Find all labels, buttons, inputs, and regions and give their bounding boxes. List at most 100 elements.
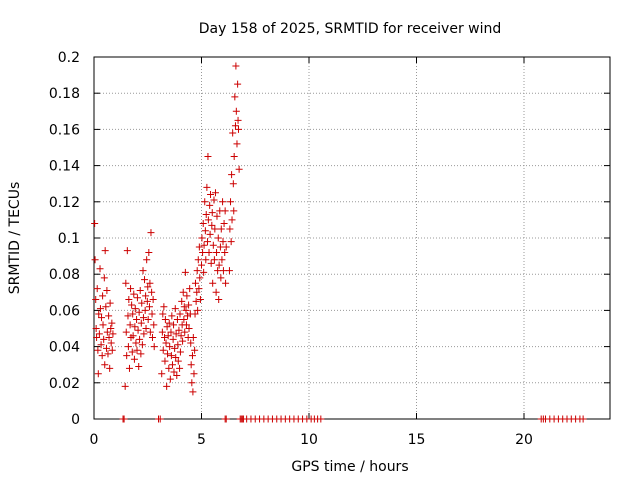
data-point xyxy=(141,306,149,314)
data-point xyxy=(213,248,221,256)
data-point xyxy=(218,256,226,264)
data-point xyxy=(196,296,204,304)
data-point xyxy=(228,216,236,224)
data-point xyxy=(101,361,109,369)
data-point xyxy=(165,319,173,327)
data-point xyxy=(200,268,208,276)
data-point xyxy=(178,297,186,305)
data-point xyxy=(219,198,227,206)
data-point xyxy=(163,323,171,331)
data-point xyxy=(146,328,154,336)
data-point xyxy=(174,357,182,365)
data-point xyxy=(107,325,115,332)
data-point xyxy=(203,183,211,191)
data-point xyxy=(161,334,169,342)
data-point xyxy=(159,310,167,318)
data-point xyxy=(191,279,199,287)
data-point xyxy=(161,357,169,365)
data-point xyxy=(140,330,148,338)
data-point xyxy=(234,116,242,124)
y-tick-label: 0.02 xyxy=(49,376,80,392)
data-point xyxy=(187,339,195,347)
y-axis-label: SRMTID / TECUs xyxy=(7,182,23,295)
data-point xyxy=(142,325,150,332)
data-point xyxy=(226,225,234,233)
data-point xyxy=(102,344,110,352)
data-point xyxy=(138,341,146,349)
data-point xyxy=(105,312,113,320)
x-axis-label: GPS time / hours xyxy=(291,459,408,475)
data-point xyxy=(205,248,213,256)
data-point xyxy=(194,306,202,314)
data-point xyxy=(180,315,188,323)
data-point xyxy=(230,207,238,215)
data-point xyxy=(202,210,210,218)
data-point xyxy=(183,292,191,300)
data-point xyxy=(179,288,187,296)
y-tick-label: 0.12 xyxy=(49,195,80,211)
data-point xyxy=(164,350,172,358)
data-point xyxy=(99,292,107,300)
y-tick-label: 0.2 xyxy=(58,50,80,66)
data-point xyxy=(125,364,133,372)
data-point xyxy=(165,364,173,372)
data-point xyxy=(217,274,225,282)
data-point xyxy=(170,321,178,329)
data-point xyxy=(108,319,116,327)
data-point xyxy=(160,303,168,311)
data-point xyxy=(199,220,207,228)
data-point xyxy=(206,201,214,209)
data-point xyxy=(181,268,189,276)
x-tick-label: 20 xyxy=(515,432,533,448)
data-point xyxy=(145,303,153,311)
data-point xyxy=(139,267,147,275)
data-point xyxy=(214,234,222,242)
data-point xyxy=(135,308,143,316)
x-axis-ticks: 0 5 10 15 20 xyxy=(90,57,533,448)
data-point xyxy=(94,346,102,354)
data-point xyxy=(204,153,212,161)
data-point xyxy=(202,256,210,264)
data-point xyxy=(127,285,135,293)
data-point xyxy=(103,328,111,336)
data-point xyxy=(174,341,182,349)
data-point xyxy=(231,93,239,101)
y-tick-label: 0.04 xyxy=(49,340,80,356)
data-point xyxy=(123,352,131,360)
data-point xyxy=(132,339,140,347)
data-point xyxy=(171,305,179,313)
data-point xyxy=(104,350,112,358)
data-point xyxy=(121,382,129,390)
data-points xyxy=(91,62,587,423)
data-point xyxy=(133,294,141,302)
data-point xyxy=(148,310,156,318)
data-point xyxy=(150,343,158,351)
data-point xyxy=(173,372,181,380)
data-point xyxy=(96,305,104,313)
data-point xyxy=(185,301,193,309)
data-point xyxy=(180,303,188,311)
data-point xyxy=(148,334,156,342)
data-point xyxy=(172,353,180,361)
data-point xyxy=(166,343,174,351)
data-point xyxy=(232,62,240,70)
data-point xyxy=(191,310,199,318)
data-point xyxy=(198,261,205,269)
data-point xyxy=(144,283,152,291)
data-point xyxy=(123,247,131,255)
data-point xyxy=(163,382,171,390)
data-point xyxy=(182,306,190,314)
data-point xyxy=(137,319,145,327)
data-point xyxy=(126,321,134,329)
data-point xyxy=(139,314,147,322)
data-point xyxy=(211,189,219,197)
data-point xyxy=(131,323,139,331)
grid-lines xyxy=(94,57,610,419)
data-point xyxy=(190,370,198,378)
data-point xyxy=(95,330,103,338)
data-point xyxy=(233,140,241,148)
data-point xyxy=(230,153,238,161)
data-point xyxy=(128,301,136,309)
data-point xyxy=(122,279,130,287)
data-point xyxy=(93,285,101,293)
